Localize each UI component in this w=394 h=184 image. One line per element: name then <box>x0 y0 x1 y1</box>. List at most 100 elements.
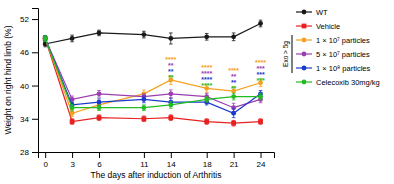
error-bar <box>169 115 173 121</box>
y-tick-mark <box>32 19 38 20</box>
error-bar <box>142 96 146 103</box>
y-tick-mark <box>32 86 38 87</box>
error-bar-cap <box>43 46 47 47</box>
point <box>141 97 146 102</box>
y-tick-mark <box>32 119 38 120</box>
y-tick-mark <box>32 52 38 53</box>
significance-stars: ** <box>168 74 174 81</box>
series <box>43 36 263 126</box>
y-tick: 52 <box>20 15 38 24</box>
error-bar <box>70 110 74 117</box>
error-bar-cap <box>43 35 47 36</box>
error-bar-cap <box>259 86 263 87</box>
point <box>97 115 102 120</box>
point <box>70 119 75 124</box>
y-axis: 2834404652 <box>20 9 38 158</box>
error-bar-cap <box>205 124 209 125</box>
error-bar-cap <box>97 114 101 115</box>
error-bar-cap <box>97 35 101 36</box>
x-tick-mark <box>99 152 100 158</box>
error-bar <box>43 36 47 42</box>
marks <box>43 20 263 126</box>
point <box>231 111 236 116</box>
x-tick-label: 3 <box>70 160 75 169</box>
x-tick: 21 <box>230 152 239 169</box>
error-bar-cap <box>142 96 146 97</box>
significance-stars: **** <box>201 82 212 89</box>
series <box>43 36 263 118</box>
legend-swatch-marker <box>302 80 307 85</box>
error-bar-cap <box>97 97 101 98</box>
y-tick: 34 <box>20 115 38 124</box>
error-bar <box>43 36 47 42</box>
point <box>43 36 48 41</box>
error-bar-cap <box>142 121 146 122</box>
y-tick-mark <box>32 152 38 153</box>
point <box>204 34 209 39</box>
legend-item: 5 × 10⁷ particles <box>296 50 370 59</box>
error-bar-cap <box>70 124 74 125</box>
error-bar-cap <box>232 32 236 33</box>
x-tick: 18 <box>203 152 212 169</box>
series <box>43 36 263 117</box>
error-bar-cap <box>205 96 209 97</box>
series-line <box>45 38 260 107</box>
point <box>97 31 102 36</box>
x-tick: 24 <box>257 152 266 169</box>
error-bar <box>97 115 101 121</box>
point <box>204 97 209 102</box>
legend-swatch-marker <box>302 66 307 71</box>
error-bar <box>169 102 173 109</box>
error-bar <box>205 33 209 40</box>
error-bar-cap <box>232 93 236 94</box>
x-axis-title: The days after induction of Arthritis <box>91 170 222 180</box>
point <box>70 105 75 110</box>
error-bar-cap <box>70 41 74 42</box>
point <box>168 36 173 41</box>
series-line <box>45 38 260 123</box>
series-line <box>45 38 260 113</box>
point <box>168 103 173 108</box>
legend-group-label: Exo > 5g <box>282 41 290 67</box>
x-tick: 3 <box>70 152 75 169</box>
error-bar <box>43 36 47 42</box>
error-bar-cap <box>43 35 47 36</box>
point <box>43 36 48 41</box>
point <box>97 100 102 105</box>
x-tick-mark <box>234 152 235 158</box>
error-bar <box>232 120 236 126</box>
error-bar-cap <box>259 118 263 119</box>
x-tick-label: 0 <box>43 160 48 169</box>
x-tick-mark <box>72 152 73 158</box>
legend-label: 1 × 10⁸ particles <box>316 64 370 73</box>
series <box>43 20 263 47</box>
point <box>43 36 48 41</box>
error-bar <box>205 97 209 103</box>
error-bar-cap <box>169 84 173 85</box>
point <box>231 34 236 39</box>
legend-item: Celecoxib 30mg/kg <box>296 78 380 87</box>
legend-label: WT <box>316 8 328 17</box>
legend-label: Celecoxib 30mg/kg <box>316 78 380 87</box>
error-bar-cap <box>169 89 173 90</box>
error-bar-cap <box>169 120 173 121</box>
error-bar-cap <box>169 32 173 33</box>
error-bar-cap <box>142 89 146 90</box>
chart: 03611141821242834404652The days after in… <box>0 0 394 184</box>
error-bar-cap <box>43 41 47 42</box>
error-bar-cap <box>232 99 236 100</box>
error-bar-cap <box>169 97 173 98</box>
error-bar <box>97 91 101 98</box>
error-bar-cap <box>169 98 173 99</box>
error-bar-cap <box>70 118 74 119</box>
significance-stars: *** <box>256 77 264 84</box>
x-tick-label: 11 <box>140 160 149 169</box>
error-bar <box>232 109 236 118</box>
error-bar <box>259 93 263 100</box>
error-bar-cap <box>232 108 236 109</box>
error-bar <box>142 31 146 38</box>
x-tick-mark <box>171 152 172 158</box>
error-bar-cap <box>169 101 173 102</box>
error-bar-cap <box>142 93 146 94</box>
point <box>258 21 263 26</box>
